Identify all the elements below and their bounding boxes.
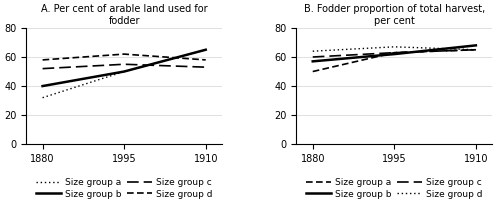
Title: A. Per cent of arable land used for
fodder: A. Per cent of arable land used for fodd… [41,4,207,26]
Legend: Size group a, Size group b, Size group c, Size group d: Size group a, Size group b, Size group c… [302,174,486,202]
Legend: Size group a, Size group b, Size group c, Size group d: Size group a, Size group b, Size group c… [32,174,216,202]
Title: B. Fodder proportion of total harvest,
per cent: B. Fodder proportion of total harvest, p… [304,4,485,26]
